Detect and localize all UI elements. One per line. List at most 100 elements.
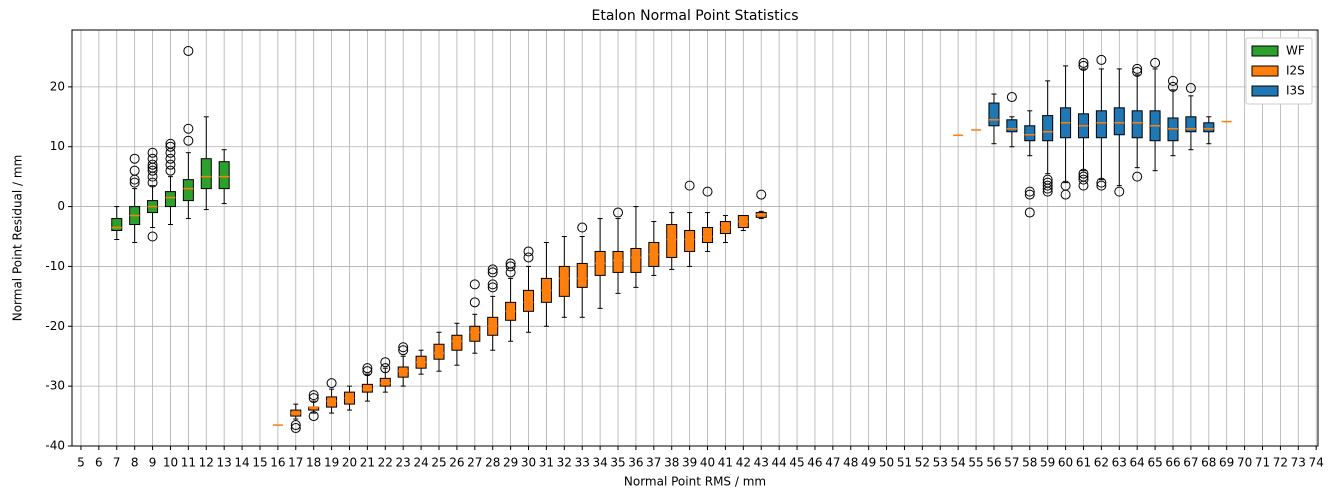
box [988,102,1000,127]
x-tick-label: 22 [378,456,393,470]
outlier [129,177,140,188]
x-tick-label: 26 [449,456,464,470]
outlier [308,390,319,401]
box-plot [1113,68,1125,197]
box-plot [666,212,678,270]
x-tick-label: 25 [431,456,446,470]
outlier [1132,63,1143,74]
x-tick-label: 37 [646,456,661,470]
box [451,334,463,351]
outlier [183,45,194,56]
outlier [1167,81,1178,92]
x-tick-label: 15 [252,456,267,470]
x-tick-label: 64 [1130,456,1145,470]
box-plot [505,258,517,342]
outlier [1042,174,1053,185]
box [1024,125,1036,142]
x-tick-label: 48 [843,456,858,470]
x-tick-label: 38 [664,456,679,470]
x-tick-label: 32 [557,456,572,470]
box [182,179,194,202]
x-tick-label: 36 [628,456,643,470]
box-plot [630,206,642,288]
outlier [1024,189,1035,200]
box-plot [451,322,463,366]
outlier [308,411,319,422]
box-plot [200,116,212,211]
box-plot [147,147,159,242]
x-tick-label: 57 [1004,456,1019,470]
outlier [183,135,194,146]
outlier [129,153,140,164]
outlier [1078,174,1089,185]
box-plot [129,153,141,243]
box [111,218,123,232]
x-tick-label: 61 [1076,456,1091,470]
outlier [469,297,480,308]
y-axis-label: Normal Point Residual / mm [11,155,25,322]
x-tick-label: 42 [736,456,751,470]
x-tick-label: 58 [1022,456,1037,470]
x-tick-label: 47 [825,456,840,470]
x-tick-label: 60 [1058,456,1073,470]
outlier [147,177,158,188]
box-plot [326,378,338,414]
x-tick-label: 7 [113,456,121,470]
x-tick-label: 65 [1147,456,1162,470]
x-tick-label: 31 [539,456,554,470]
x-tick-label: 72 [1273,456,1288,470]
x-tick-label: 46 [807,456,822,470]
outlier [1114,186,1125,197]
outlier [1042,177,1053,188]
outlier [469,279,480,290]
y-tick-label: -40 [45,439,65,453]
outlier [147,231,158,242]
outlier [165,159,176,170]
outlier [487,267,498,278]
x-tick-label: 44 [772,456,787,470]
x-tick-label: 55 [968,456,983,470]
outlier [756,189,767,200]
outlier [165,138,176,149]
x-tick-label: 35 [610,456,625,470]
outlier [380,363,391,374]
box-plot [755,189,767,220]
box-plot [433,331,445,372]
box-plot [737,215,749,232]
outlier [487,279,498,290]
outlier [523,246,534,257]
x-tick-label: 6 [95,456,103,470]
y-tick-label: -30 [45,379,65,393]
legend-label: WF [1286,44,1305,58]
x-tick-label: 68 [1201,456,1216,470]
x-tick-label: 18 [306,456,321,470]
x-tick-label: 74 [1309,456,1324,470]
box-plot [164,138,176,226]
box-plot [111,206,123,240]
outlier [1167,75,1178,86]
x-tick-label: 8 [131,456,139,470]
box-plot [719,215,731,243]
outlier [1060,180,1071,191]
outlier [1185,83,1196,94]
box-plot [1131,63,1143,182]
outlier [147,147,158,158]
x-tick-label: 16 [270,456,285,470]
outlier [577,222,588,233]
box [164,191,176,208]
x-tick-label: 12 [199,456,214,470]
x-tick-label: 24 [413,456,428,470]
outlier [487,264,498,275]
outlier [1150,57,1161,68]
x-tick-label: 67 [1183,456,1198,470]
box-plot [540,241,552,327]
outlier [1078,168,1089,179]
x-tick-label: 21 [360,456,375,470]
outlier [165,141,176,152]
outlier [505,258,516,269]
box [666,224,678,258]
x-tick-label: 51 [897,456,912,470]
x-tick-label: 50 [879,456,894,470]
outlier [487,282,498,293]
box [469,325,481,342]
